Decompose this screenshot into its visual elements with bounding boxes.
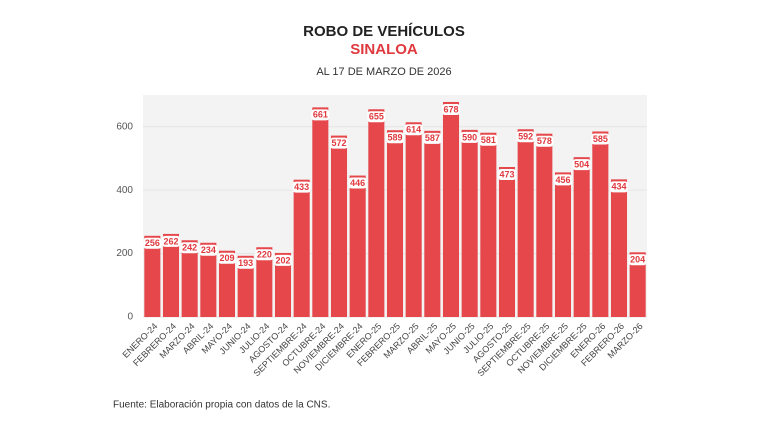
value-label-box bbox=[591, 133, 610, 145]
bar bbox=[461, 129, 478, 317]
value-label-box bbox=[255, 249, 274, 261]
chart-subtitle: SINALOA bbox=[350, 41, 418, 58]
bar bbox=[554, 172, 572, 317]
source-note: Fuente: Elaboración propia con datos de … bbox=[113, 400, 330, 411]
value-label-box bbox=[386, 132, 404, 144]
y-tick-label: 200 bbox=[116, 248, 133, 259]
bar bbox=[144, 235, 161, 317]
value-label: 473 bbox=[499, 169, 514, 179]
bar bbox=[256, 247, 273, 317]
value-label: 220 bbox=[257, 250, 272, 260]
y-tick-label: 400 bbox=[116, 185, 133, 196]
bar bbox=[498, 166, 516, 317]
value-label-box bbox=[199, 244, 218, 256]
value-label-box bbox=[535, 135, 554, 147]
value-label: 433 bbox=[294, 182, 309, 192]
value-label-box bbox=[311, 109, 330, 121]
value-label: 661 bbox=[313, 110, 328, 120]
value-label: 585 bbox=[593, 134, 608, 144]
bar bbox=[330, 135, 348, 317]
value-label-box bbox=[330, 137, 348, 149]
bar bbox=[162, 233, 180, 317]
bar bbox=[349, 175, 366, 317]
bar bbox=[573, 157, 590, 317]
value-label: 504 bbox=[574, 160, 589, 170]
value-label-box bbox=[348, 177, 367, 189]
value-label: 456 bbox=[555, 175, 570, 185]
bar bbox=[274, 252, 292, 317]
value-label-box bbox=[218, 252, 236, 264]
value-label: 678 bbox=[443, 104, 458, 114]
bar bbox=[480, 132, 497, 317]
value-label-box bbox=[274, 254, 292, 266]
bar bbox=[368, 109, 385, 318]
value-label: 446 bbox=[350, 178, 365, 188]
date-note: AL 17 DE MARZO DE 2026 bbox=[316, 66, 451, 78]
value-label: 209 bbox=[219, 253, 234, 263]
value-label-box bbox=[162, 235, 180, 247]
value-label: 655 bbox=[369, 112, 384, 122]
value-label: 262 bbox=[163, 236, 178, 246]
value-label-box bbox=[367, 111, 386, 123]
value-label: 587 bbox=[425, 133, 440, 143]
value-label-box bbox=[610, 181, 628, 193]
value-label: 589 bbox=[387, 133, 402, 143]
value-label: 581 bbox=[481, 135, 496, 145]
value-label-box bbox=[236, 257, 255, 269]
value-label: 614 bbox=[406, 125, 421, 135]
chart-title: ROBO DE VEHÍCULOS bbox=[303, 23, 465, 40]
value-label: 434 bbox=[611, 182, 626, 192]
bar bbox=[200, 242, 217, 317]
bar bbox=[386, 130, 404, 317]
value-label-box bbox=[180, 242, 199, 254]
y-tick-label: 0 bbox=[127, 312, 133, 323]
bar bbox=[442, 101, 460, 317]
value-label: 256 bbox=[145, 238, 160, 248]
value-label-box bbox=[292, 181, 311, 193]
value-label-box bbox=[628, 254, 647, 266]
value-label: 202 bbox=[275, 255, 290, 265]
bar bbox=[517, 129, 534, 317]
bar bbox=[610, 179, 628, 317]
bar bbox=[181, 240, 198, 317]
value-label: 242 bbox=[182, 243, 197, 253]
value-label: 572 bbox=[331, 138, 346, 148]
value-label-box bbox=[572, 159, 591, 171]
bar bbox=[629, 252, 646, 317]
bar bbox=[424, 130, 441, 317]
y-tick-label: 600 bbox=[116, 121, 133, 132]
value-label: 193 bbox=[238, 258, 253, 268]
value-label-box bbox=[404, 124, 423, 136]
value-label: 592 bbox=[518, 132, 533, 142]
bar bbox=[293, 179, 310, 317]
value-label-box bbox=[498, 168, 516, 180]
value-label-box bbox=[516, 131, 535, 143]
bar bbox=[536, 133, 553, 317]
value-label: 590 bbox=[462, 132, 477, 142]
value-label-box bbox=[460, 131, 479, 143]
bar bbox=[592, 131, 609, 317]
bar bbox=[312, 107, 329, 318]
value-label: 204 bbox=[630, 255, 645, 265]
value-label-box bbox=[423, 132, 442, 144]
value-label: 578 bbox=[537, 136, 552, 146]
value-label-box bbox=[442, 103, 460, 115]
value-label-box bbox=[143, 237, 162, 249]
value-label-box bbox=[479, 134, 498, 146]
bar bbox=[218, 250, 236, 317]
value-label-box bbox=[554, 174, 572, 186]
value-label: 234 bbox=[201, 245, 216, 255]
bar bbox=[405, 122, 422, 317]
bar bbox=[237, 255, 254, 317]
